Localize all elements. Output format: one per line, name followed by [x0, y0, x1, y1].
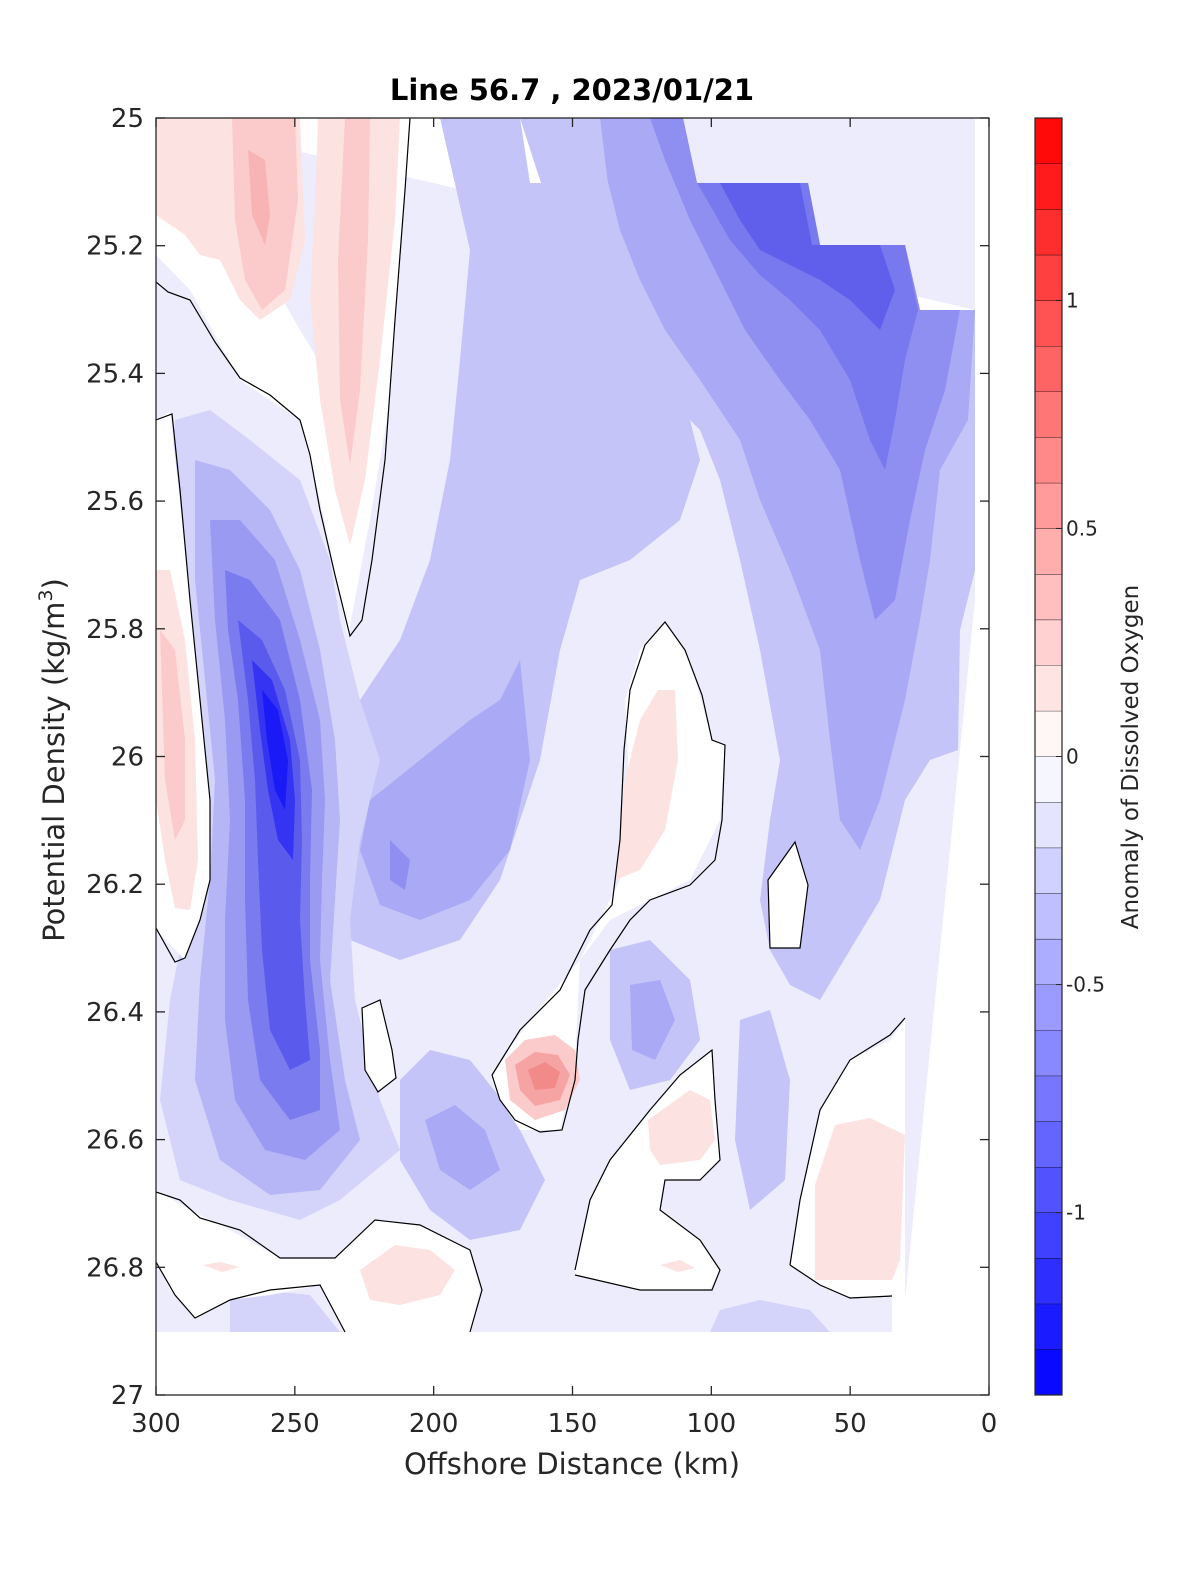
colorbar-segment: [1035, 710, 1062, 757]
colorbar-segment: [1035, 938, 1062, 985]
zero-line-215km: [361, 999, 397, 1093]
contour-zero-spot-70km: [768, 842, 808, 948]
y-axis-label-close: ): [37, 578, 71, 589]
contour-bottom-low-1: [230, 1290, 340, 1332]
contour-high-band-230-2: [338, 118, 370, 465]
contour-high-deep-200: [360, 1245, 455, 1305]
colorbar-segment: [1035, 1166, 1062, 1213]
contour-high-spot-160-3: [528, 1062, 560, 1090]
contour-zero-spot-215km: [362, 1000, 395, 1090]
colorbar-segment: [1035, 574, 1062, 620]
zero-line-deep-nearshore: [789, 1017, 906, 1266]
colorbar-segment: [1035, 1258, 1062, 1304]
colorbar-segment: [1035, 665, 1062, 711]
y-axis-label-superscript: 3: [35, 589, 57, 601]
contour-deep-low-4: [630, 980, 675, 1060]
colorbar-label: Anomaly of Dissolved Oxygen: [1118, 585, 1144, 930]
x-tick-label: 200: [409, 1409, 459, 1439]
colorbar-segment: [1035, 482, 1062, 529]
contour-high-deep-110: [660, 1260, 695, 1272]
plot-area: [155, 117, 990, 1396]
colorbar-segment: [1035, 1075, 1062, 1122]
y-tick-label: 26.4: [86, 998, 144, 1028]
chart-title: Line 56.7 , 2023/01/21: [390, 73, 754, 107]
contour-deep-low-2: [425, 1105, 500, 1190]
colorbar: -1 -0.5 0 0.5 1: [1034, 117, 1105, 1396]
x-tick-label: 0: [981, 1409, 998, 1439]
y-axis-label-main: Potential Density (kg/m: [37, 602, 71, 942]
contour-field: [156, 118, 989, 1333]
x-tick-label: 300: [131, 1409, 181, 1439]
colorbar-segment: [1035, 847, 1062, 894]
colorbar-segment: [1035, 619, 1062, 666]
contour-high-deep-100: [648, 1090, 715, 1165]
colorbar-segment: [1035, 528, 1062, 575]
colorbar-segment: [1035, 756, 1062, 803]
y-tick-label: 25.8: [86, 615, 144, 645]
zero-contour-lines: [156, 118, 906, 1333]
colorbar-segment: [1035, 802, 1062, 848]
colorbar-segment: [1035, 1349, 1062, 1395]
zero-line-bottom-left-2: [156, 1261, 346, 1333]
contour-high-tongue-120-1: [615, 690, 678, 880]
contour-nearshore-low-3: [650, 118, 960, 620]
colorbar-tick-label: -0.5: [1066, 973, 1105, 997]
colorbar-segment: [1035, 209, 1062, 255]
colorbar-tick-label: -1: [1066, 1201, 1086, 1225]
contour-nearshore-low-5: [720, 183, 895, 330]
colorbar-segment: [1035, 163, 1062, 210]
y-axis: 25 25.2 25.4 25.6 25.8 26 26.2 26.4 26.6 26.8 27: [86, 104, 989, 1411]
colorbar-segment: [1035, 984, 1062, 1031]
contour-high-deep-40: [815, 1118, 905, 1280]
x-tick-label: 50: [834, 1409, 867, 1439]
x-axis: 300 250 200 150 100 50 0: [131, 118, 997, 1439]
zero-line-bottom-nearshore: [789, 1264, 893, 1299]
colorbar-segment: [1035, 346, 1062, 392]
colorbar-segment: [1035, 893, 1062, 939]
contour-deep-low-5: [735, 1010, 790, 1210]
contour-mid-low-1: [330, 118, 700, 960]
zero-line-left-edge: [156, 413, 211, 963]
colorbar-segment: [1035, 1212, 1062, 1259]
y-tick-label: 26.6: [86, 1126, 144, 1156]
colorbar-tick-label: 0.5: [1066, 516, 1098, 540]
zero-line-70km: [767, 840, 809, 949]
x-tick-label: 250: [270, 1409, 320, 1439]
colorbar-segment: [1035, 437, 1062, 483]
zero-line-deep-right: [574, 1048, 721, 1291]
colorbar-segment: [1035, 391, 1062, 438]
colorbar-segment: [1035, 118, 1062, 164]
x-axis-label: Offshore Distance (km): [404, 1447, 740, 1481]
colorbar-segment: [1035, 1303, 1062, 1350]
y-tick-label: 25.4: [86, 359, 144, 389]
contour-bottom-low-2: [710, 1300, 830, 1332]
colorbar-segment: [1035, 1121, 1062, 1167]
contour-high-deep-285: [203, 1262, 240, 1272]
x-tick-label: 150: [548, 1409, 598, 1439]
colorbar-segment: [1035, 1030, 1062, 1076]
contour-high-offshore-edge-2: [160, 630, 185, 840]
y-tick-label: 25: [111, 104, 144, 134]
x-tick-label: 100: [687, 1409, 737, 1439]
y-axis-label: Potential Density (kg/m3): [35, 578, 71, 942]
contour-high-top-left-3: [248, 150, 270, 245]
zero-line-tongue: [491, 621, 726, 1133]
colorbar-tick-label: 0: [1066, 745, 1079, 769]
y-tick-label: 27: [111, 1381, 144, 1411]
contour-mid-low-3: [390, 840, 410, 890]
colorbar-segment: [1035, 300, 1062, 347]
contour-offshore-low-5: [238, 620, 310, 1070]
y-tick-label: 26.2: [86, 870, 144, 900]
y-tick-label: 25.2: [86, 232, 144, 262]
y-tick-label: 26: [111, 743, 144, 773]
zero-line-bottom-left-1: [156, 1191, 483, 1333]
contour-offshore-low-7: [262, 690, 288, 810]
colorbar-tick-label: 1: [1066, 288, 1079, 312]
colorbar-segment: [1035, 254, 1062, 301]
y-tick-label: 25.6: [86, 487, 144, 517]
zero-line-upper-left: [156, 118, 411, 638]
y-tick-label: 26.8: [86, 1253, 144, 1283]
